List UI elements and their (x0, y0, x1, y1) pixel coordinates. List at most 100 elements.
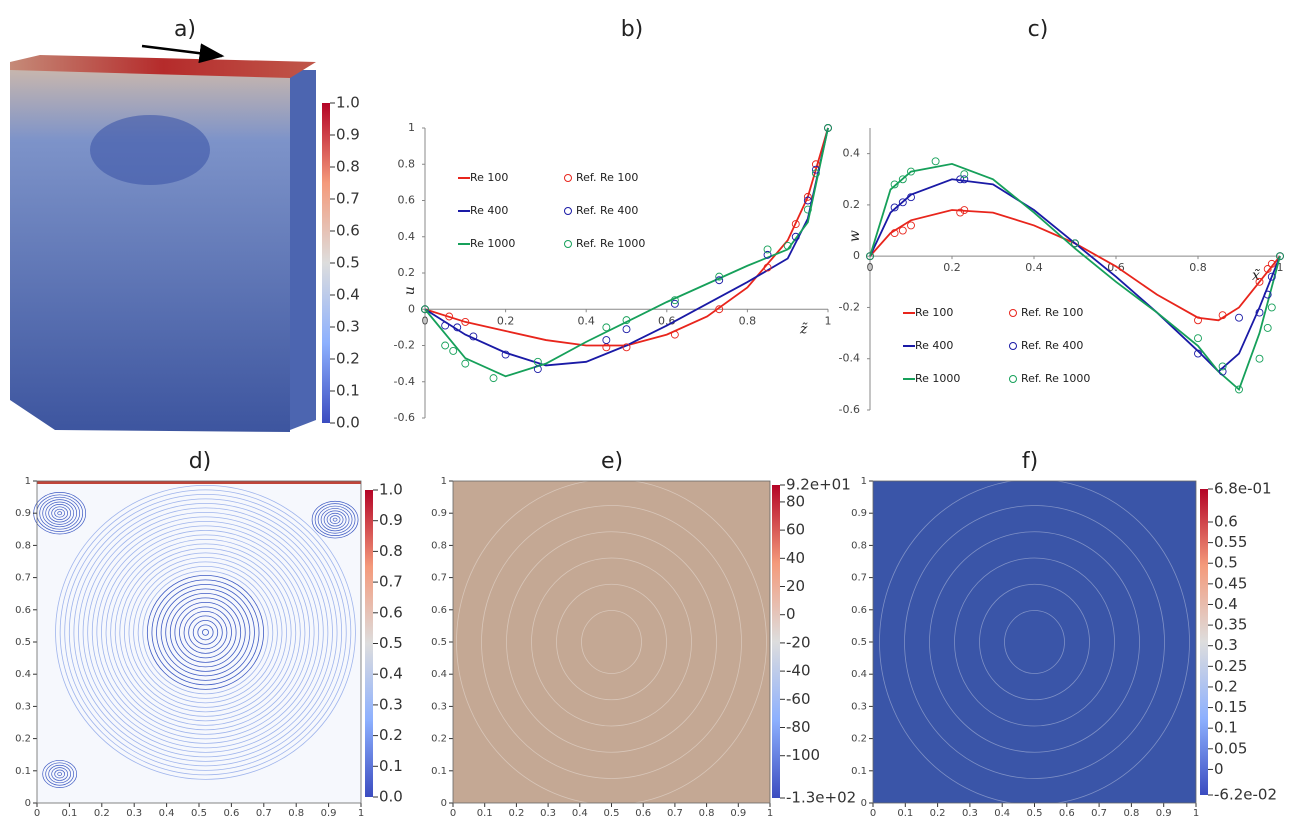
panel-title: a) (174, 17, 196, 42)
colorbar-label: 0.6 (336, 222, 360, 240)
series-marker (622, 343, 631, 352)
series-marker (1194, 334, 1202, 343)
colorbar-label: -1.3e+02 (786, 789, 856, 807)
series-marker (791, 232, 800, 241)
series-marker (1194, 349, 1202, 358)
x-tick-label: 0.4 (1025, 261, 1043, 274)
streamline (151, 579, 260, 686)
colorbar (772, 485, 780, 798)
legend-swatch (564, 240, 572, 248)
contour-line (929, 531, 1140, 753)
y-tick-label: 0.1 (15, 766, 31, 777)
x-tick-label: 0.4 (159, 808, 175, 818)
y-tick-label: 1 (861, 476, 867, 487)
streamline (165, 592, 246, 672)
colorbar-label: 0.9 (379, 511, 403, 529)
y-tick-label: 0 (853, 249, 860, 262)
y-tick-label: 0.3 (851, 701, 867, 712)
streamline (123, 552, 287, 713)
legend-label: Re 100 (470, 171, 508, 184)
x-tick-label: 0.5 (1027, 808, 1043, 818)
lid-arrow (141, 43, 225, 64)
series-line (869, 209, 1281, 322)
series-marker (931, 157, 940, 166)
y-tick-label: 0.6 (398, 194, 416, 207)
x-tick-label: 0 (450, 808, 456, 818)
series-marker (670, 299, 679, 308)
x-axis-label: x̃ (1252, 268, 1260, 284)
x-tick-label: 0 (867, 261, 874, 274)
x-tick-label: 0.9 (321, 808, 337, 818)
colorbar-label: 1.0 (379, 481, 403, 499)
y-tick-label: 0.9 (431, 508, 447, 519)
series-marker (1255, 354, 1264, 363)
colorbar-label: 0.2 (379, 726, 403, 744)
series-line (424, 127, 829, 347)
colorbar-label: 0.45 (1214, 574, 1247, 592)
legend-label: Re 400 (915, 339, 953, 352)
x-tick-label: 1 (825, 314, 832, 327)
series-marker (763, 250, 772, 259)
y-tick-label: 0.2 (431, 734, 447, 745)
x-tick-label: 0.4 (994, 808, 1010, 818)
panel-title: d) (189, 449, 212, 474)
series-line (424, 127, 829, 378)
x-tick-label: 0.6 (223, 808, 239, 818)
series-marker (907, 221, 915, 230)
streamline (54, 508, 66, 518)
x-tick-label: 0.3 (540, 808, 556, 818)
streamline (59, 489, 352, 776)
panel-title: c) (1028, 17, 1049, 42)
contour-line (531, 557, 692, 727)
series-marker (890, 203, 899, 212)
y-axis-label: w (847, 230, 863, 242)
x-tick-label: 0.3 (126, 808, 142, 818)
legend-label: Re 100 (915, 306, 953, 319)
streamline (73, 502, 338, 762)
colorbar-label: 0.3 (1214, 636, 1238, 654)
streamline (311, 500, 359, 539)
x-tick-label: 0.2 (497, 314, 515, 327)
streamline (320, 508, 350, 532)
contour-line (1004, 610, 1065, 674)
streamline (78, 507, 333, 758)
series-marker (622, 316, 631, 325)
streamline (160, 588, 251, 677)
series-marker (489, 374, 498, 383)
y-tick-label: 0.5 (431, 637, 447, 648)
series-marker (811, 160, 820, 169)
streamline (51, 506, 69, 520)
streamline (39, 496, 81, 530)
colorbar-label: 0.6 (1214, 512, 1238, 530)
colorbar-label: 0.1 (336, 382, 360, 400)
legend-label: Ref. Re 100 (1021, 306, 1083, 319)
streamline (54, 769, 66, 779)
series-marker (824, 124, 832, 132)
legend-label: Re 1000 (915, 372, 960, 385)
cube-side (290, 70, 316, 430)
legend-label: Re 1000 (470, 237, 515, 250)
colorbar-label: 0.8 (379, 542, 403, 560)
legend-label: Ref. Re 400 (1021, 339, 1083, 352)
y-tick-label: 0.4 (431, 669, 447, 680)
x-tick-label: 0.7 (667, 808, 683, 818)
series-marker (791, 220, 800, 229)
streamline (57, 511, 63, 516)
x-tick-label: 0.6 (635, 808, 651, 818)
streamline (192, 619, 219, 645)
y-tick-label: 0.4 (15, 669, 31, 680)
contour-line (904, 505, 1165, 779)
colorbar-label: 0 (786, 605, 796, 623)
series-marker (1276, 252, 1284, 261)
y-tick-label: 0.6 (15, 605, 31, 616)
y-tick-label: 0 (441, 798, 447, 809)
x-tick-label: 0.5 (191, 808, 207, 818)
y-tick-label: 0.2 (851, 734, 867, 745)
colorbar (322, 103, 330, 423)
streamline (188, 615, 223, 650)
y-tick-label: 0.6 (431, 605, 447, 616)
x-tick-label: 0.1 (897, 808, 913, 818)
legend-label: Re 400 (470, 204, 508, 217)
colorbar-label: 0.5 (336, 254, 360, 272)
y-tick-label: -0.6 (839, 403, 860, 416)
